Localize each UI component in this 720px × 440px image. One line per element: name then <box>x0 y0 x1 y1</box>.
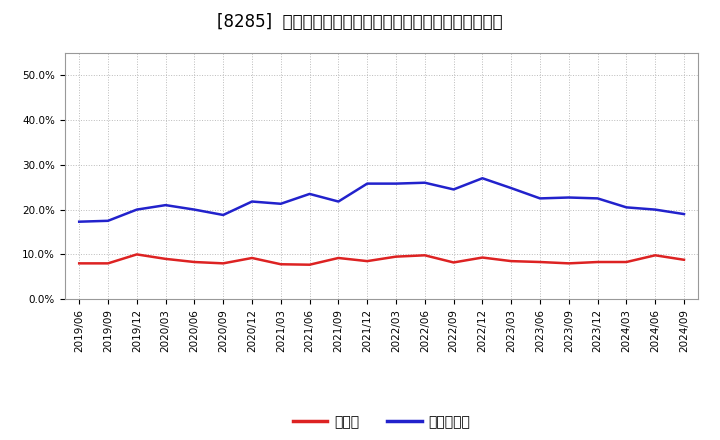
現頲金 <box>363 258 372 264</box>
現頲金 <box>305 262 314 268</box>
有利子負債 <box>593 196 602 201</box>
現頲金 <box>392 254 400 259</box>
Line: 有利子負債: 有利子負債 <box>79 178 684 222</box>
有利子負債 <box>248 199 256 204</box>
有利子負債 <box>161 202 170 208</box>
有利子負債 <box>680 212 688 217</box>
現頲金 <box>478 255 487 260</box>
現頲金 <box>190 259 199 264</box>
有利子負債 <box>132 207 141 212</box>
現頲金 <box>276 262 285 267</box>
現頲金 <box>564 261 573 266</box>
有利子負債 <box>507 185 516 191</box>
Line: 現頲金: 現頲金 <box>79 254 684 265</box>
有利子負債 <box>363 181 372 186</box>
現頲金 <box>536 259 544 264</box>
現頲金 <box>593 259 602 264</box>
有利子負債 <box>420 180 429 185</box>
有利子負債 <box>190 207 199 212</box>
現頲金 <box>104 261 112 266</box>
現頲金 <box>651 253 660 258</box>
有利子負債 <box>219 213 228 218</box>
有利子負債 <box>564 195 573 200</box>
現頲金 <box>132 252 141 257</box>
有利子負債 <box>305 191 314 197</box>
有利子負債 <box>449 187 458 192</box>
現頲金 <box>507 258 516 264</box>
現頲金 <box>75 261 84 266</box>
現頲金 <box>248 255 256 260</box>
有利子負債 <box>536 196 544 201</box>
有利子負債 <box>478 176 487 181</box>
現頲金 <box>680 257 688 262</box>
有利子負債 <box>651 207 660 212</box>
現頲金 <box>334 255 343 260</box>
現頲金 <box>449 260 458 265</box>
現頲金 <box>420 253 429 258</box>
有利子負債 <box>622 205 631 210</box>
有利子負債 <box>392 181 400 186</box>
有利子負債 <box>334 199 343 204</box>
有利子負債 <box>276 201 285 206</box>
現頲金 <box>622 259 631 264</box>
有利子負債 <box>75 219 84 224</box>
Text: [8285]  現頲金、有利子負債の総資産に対する比率の推移: [8285] 現頲金、有利子負債の総資産に対する比率の推移 <box>217 13 503 31</box>
Legend: 現頲金, 有利子負債: 現頲金, 有利子負債 <box>287 410 476 435</box>
現頲金 <box>219 261 228 266</box>
有利子負債 <box>104 218 112 224</box>
現頲金 <box>161 256 170 261</box>
